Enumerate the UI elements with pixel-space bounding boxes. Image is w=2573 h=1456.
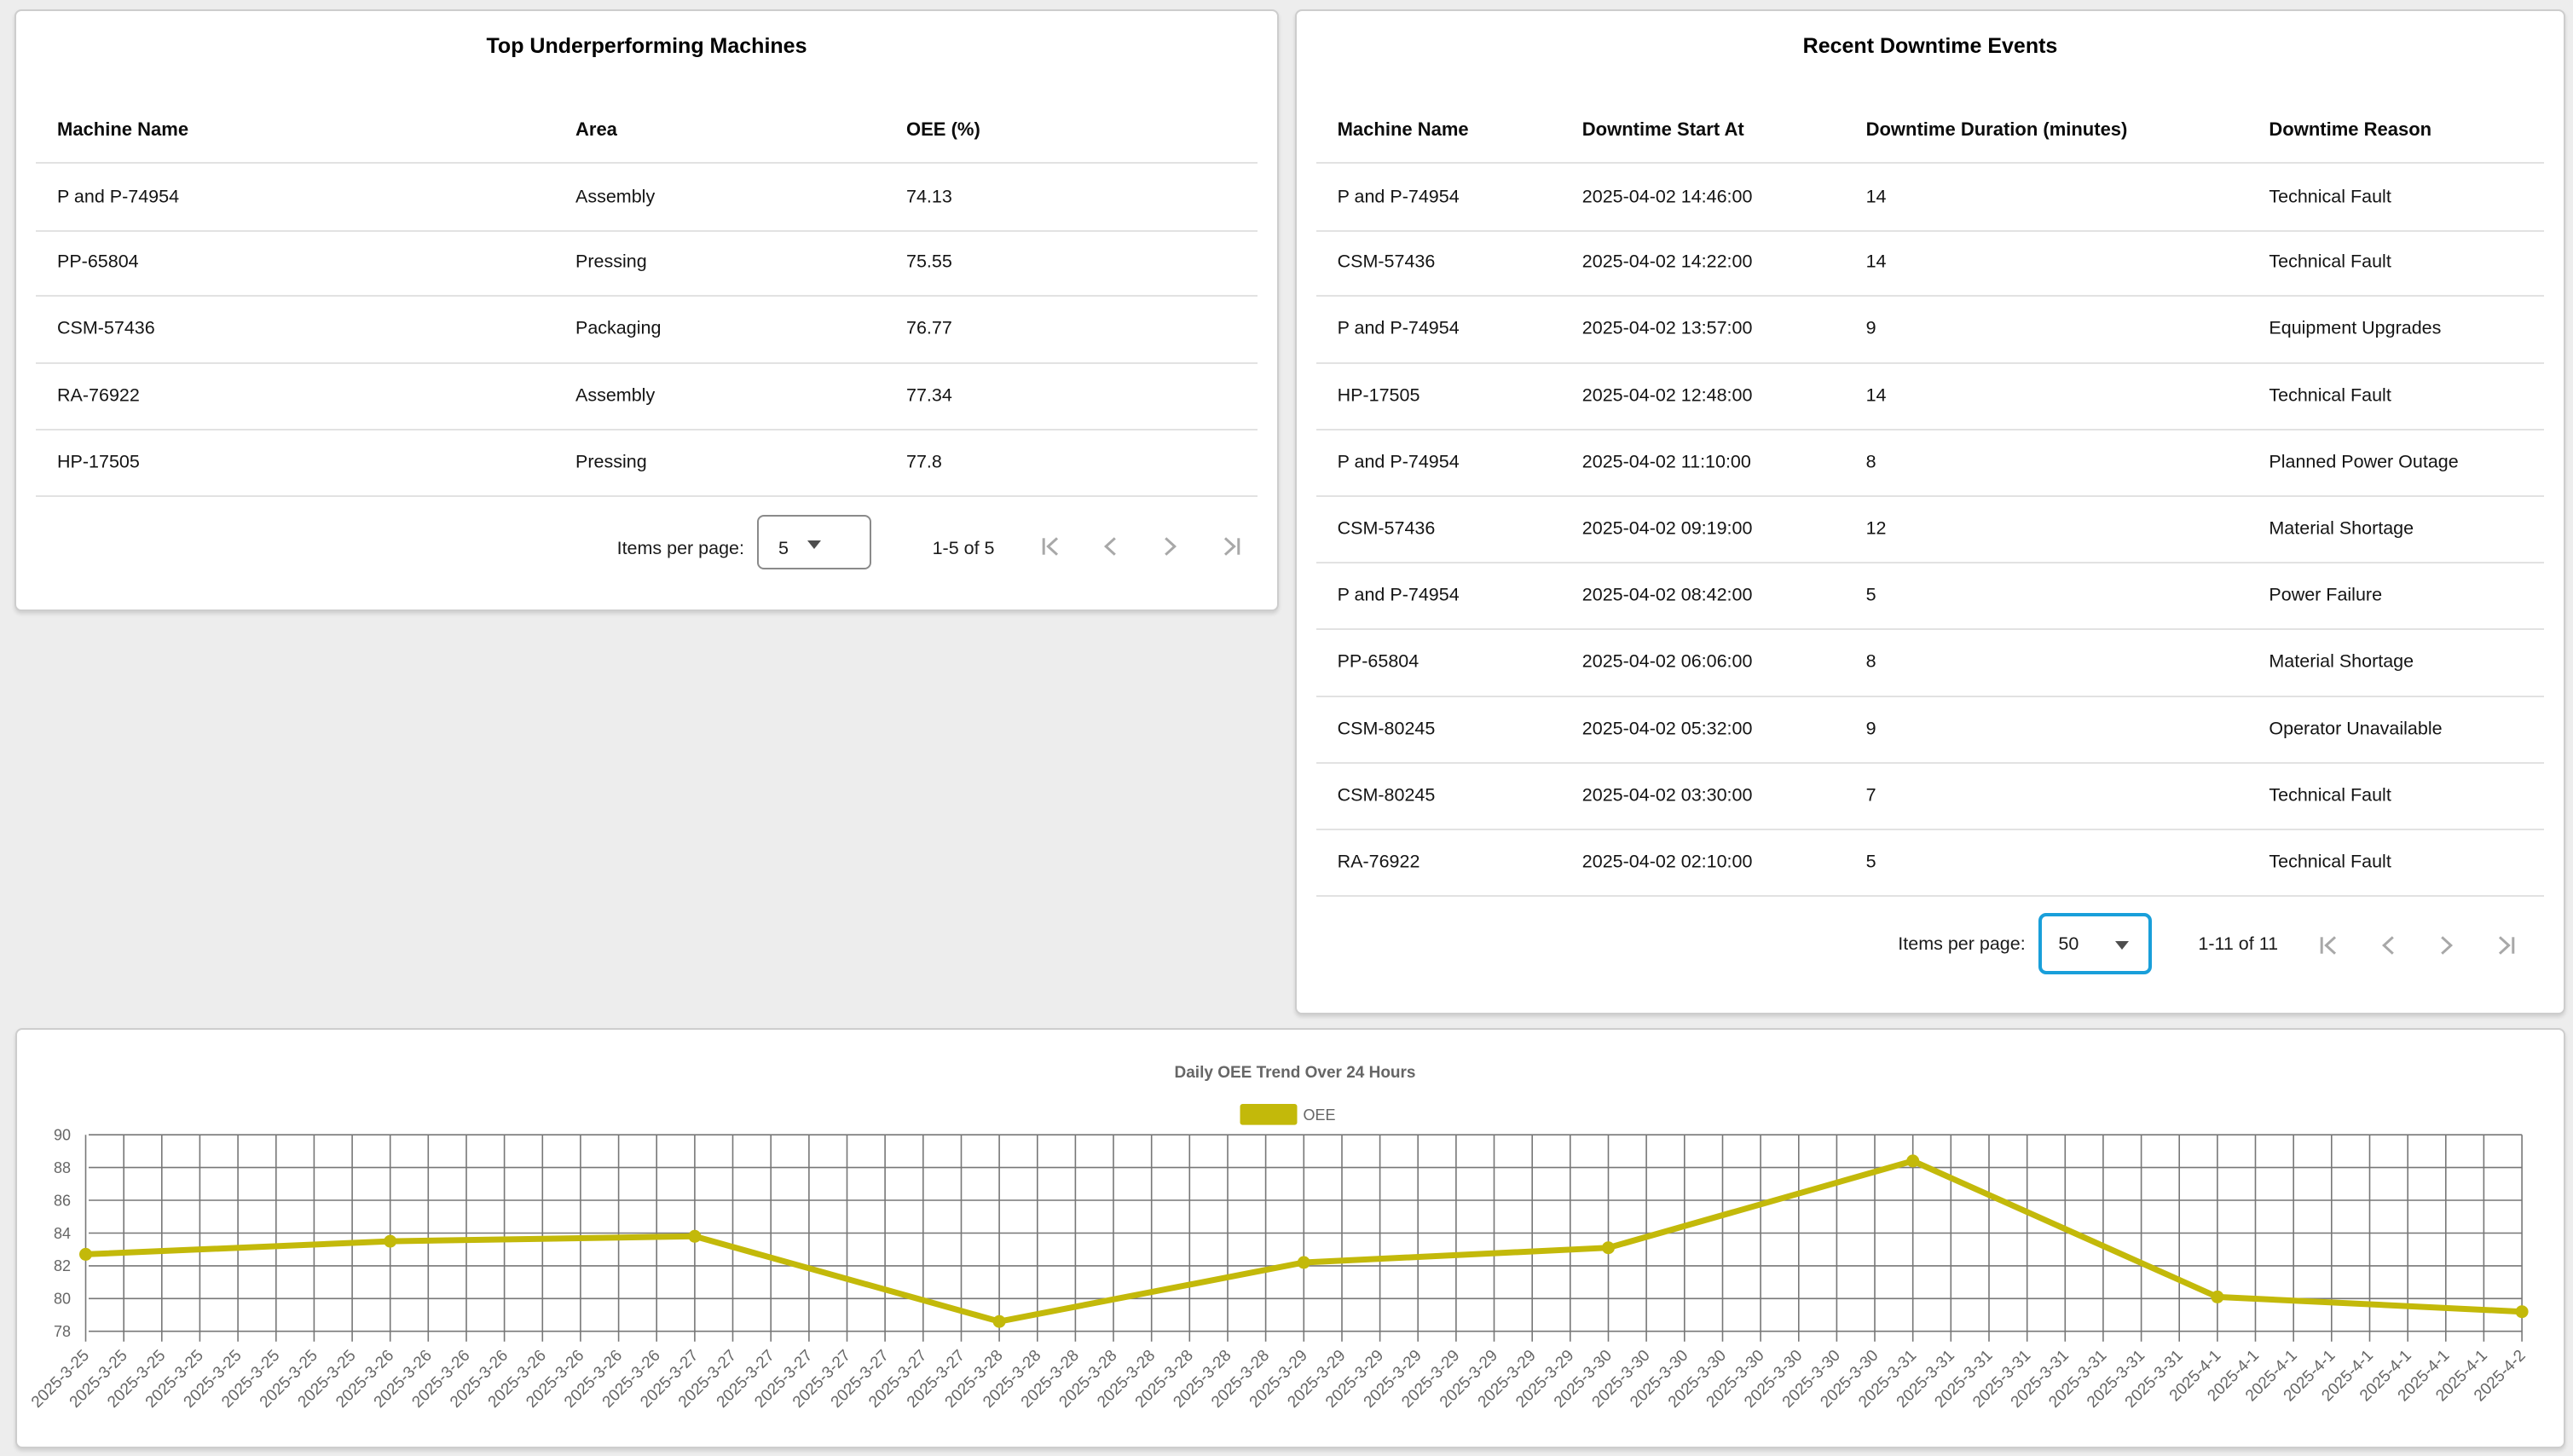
svg-text:80: 80: [54, 1291, 71, 1308]
svg-text:Daily OEE Trend Over 24 Hours: Daily OEE Trend Over 24 Hours: [1175, 1064, 1416, 1082]
svg-text:82: 82: [54, 1257, 71, 1274]
svg-text:78: 78: [54, 1323, 71, 1340]
svg-text:OEE: OEE: [1304, 1106, 1336, 1124]
svg-text:90: 90: [54, 1127, 71, 1144]
svg-text:86: 86: [54, 1192, 71, 1209]
svg-text:84: 84: [54, 1225, 71, 1242]
svg-text:88: 88: [54, 1159, 71, 1176]
